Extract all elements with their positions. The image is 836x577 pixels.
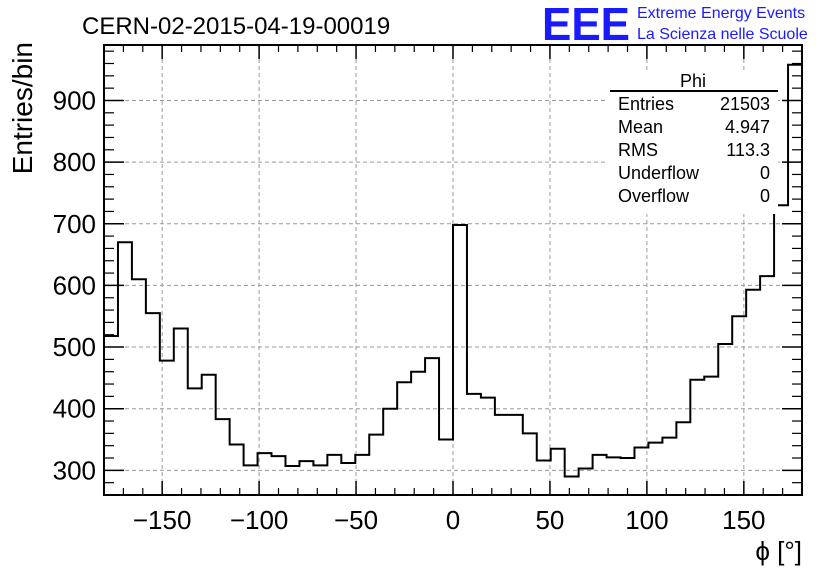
x-tick-label: −150 — [133, 505, 192, 535]
y-tick-label: 700 — [53, 209, 96, 239]
x-tick-label: 50 — [535, 505, 564, 535]
y-tick-label: 900 — [53, 85, 96, 115]
x-tick-label: 0 — [446, 505, 460, 535]
logo-line-2: La Scienza nelle Scuole — [637, 26, 808, 43]
stats-box-title: Phi — [680, 71, 706, 91]
x-tick-labels: −150 −100 −50 0 50 100 150 — [133, 505, 766, 535]
stats-mean-value: 4.947 — [725, 117, 770, 137]
stats-entries-value: 21503 — [720, 94, 770, 114]
x-axis-label: ϕ [°] — [755, 536, 802, 566]
stats-overflow-label: Overflow — [618, 186, 690, 206]
x-tick-label: 100 — [625, 505, 668, 535]
stats-underflow-value: 0 — [760, 163, 770, 183]
x-tick-label: −50 — [334, 505, 378, 535]
y-tick-labels: 300 400 500 600 700 800 900 — [53, 85, 96, 485]
stats-box-background — [608, 72, 778, 214]
eee-logo-mark: EEE — [542, 0, 630, 50]
eee-logo: EEE Extreme Energy Events La Scienza nel… — [542, 0, 808, 50]
x-tick-label: −100 — [230, 505, 289, 535]
chart-title: CERN-02-2015-04-19-00019 — [82, 13, 390, 40]
stats-rms-label: RMS — [618, 140, 658, 160]
y-tick-label: 400 — [53, 394, 96, 424]
stats-box: Phi Entries 21503 Mean 4.947 RMS 113.3 U… — [608, 71, 778, 214]
x-tick-label: 150 — [722, 505, 765, 535]
stats-mean-label: Mean — [618, 117, 663, 137]
y-tick-label: 600 — [53, 270, 96, 300]
histogram-line — [104, 63, 802, 478]
y-tick-label: 300 — [53, 455, 96, 485]
axis-ticks — [104, 45, 802, 495]
stats-overflow-value: 0 — [760, 186, 770, 206]
stats-entries-label: Entries — [618, 94, 674, 114]
logo-line-1: Extreme Energy Events — [637, 5, 805, 22]
stats-rms-value: 113.3 — [726, 140, 770, 160]
y-tick-label: 500 — [53, 332, 96, 362]
stats-underflow-label: Underflow — [618, 163, 700, 183]
y-tick-label: 800 — [53, 147, 96, 177]
y-axis-label: Entries/bin — [7, 42, 38, 174]
